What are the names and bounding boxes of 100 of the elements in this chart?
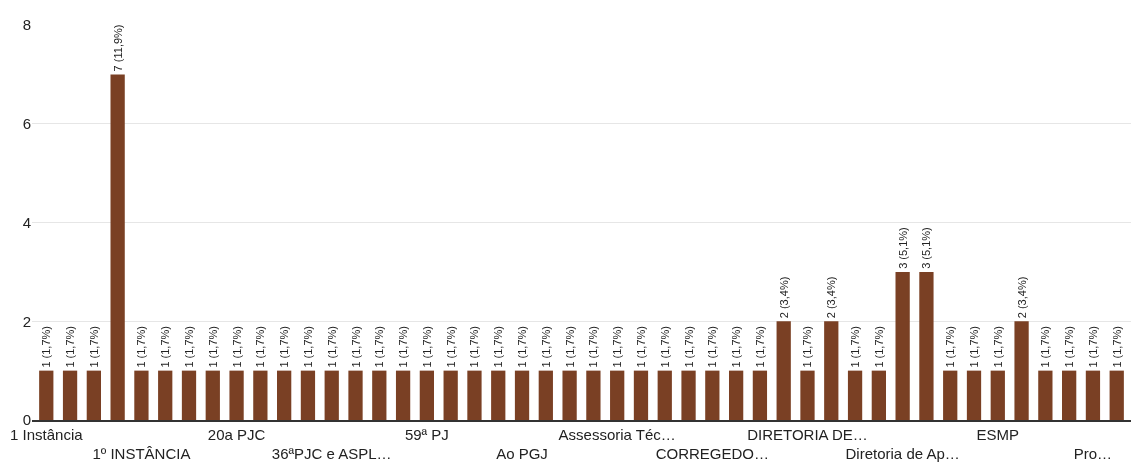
data-label: 1 (1,7%) xyxy=(968,326,980,368)
x-tick-label: Pro… xyxy=(1073,445,1113,463)
bar xyxy=(277,370,292,420)
bar xyxy=(1085,370,1101,420)
bar xyxy=(205,370,220,420)
data-label: 1 (1,7%) xyxy=(539,326,552,368)
data-label: 1 (1,7%) xyxy=(682,326,695,368)
data-label: 1 (1,7%) xyxy=(658,326,671,368)
data-label: 1 (1,7%) xyxy=(1110,326,1123,368)
bar xyxy=(919,271,934,420)
data-label: 1 (1,7%) xyxy=(254,326,267,368)
data-label: 1 (1,7%) xyxy=(230,326,243,368)
bar xyxy=(134,370,149,420)
y-tick-label: 4 xyxy=(22,213,31,231)
bar xyxy=(657,370,672,420)
data-label: 1 (1,7%) xyxy=(159,326,172,368)
data-label: 1 (1,7%) xyxy=(991,326,1004,368)
bar xyxy=(895,271,910,420)
data-label: 2 (3,4%) xyxy=(777,276,790,319)
bar xyxy=(300,370,316,420)
data-label: 1 (1,7%) xyxy=(444,326,457,368)
bar xyxy=(181,370,197,420)
data-label: 3 (5,1%) xyxy=(920,227,933,269)
bar xyxy=(372,370,387,420)
data-label: 3 (5,1%) xyxy=(896,227,909,269)
x-tick-label: DIRETORIA DE… xyxy=(747,425,868,443)
bar xyxy=(705,370,720,420)
data-label: 1 (1,7%) xyxy=(1039,326,1052,368)
x-tick-label: 20a PJC xyxy=(207,425,266,443)
data-label: 1 (1,7%) xyxy=(634,326,647,368)
data-label: 1 (1,7%) xyxy=(206,326,219,368)
data-label: 2 (3,4%) xyxy=(1015,276,1028,319)
data-label: 1 (1,7%) xyxy=(135,326,148,368)
data-label: 1 (1,7%) xyxy=(87,326,100,368)
bar xyxy=(419,370,435,420)
bar xyxy=(966,370,982,420)
bar xyxy=(62,370,78,420)
bar xyxy=(158,370,173,420)
data-label: 1 (1,7%) xyxy=(183,326,195,368)
data-label: 1 (1,7%) xyxy=(753,326,766,368)
bar xyxy=(395,370,411,420)
bar xyxy=(586,370,601,420)
data-label: 1 (1,7%) xyxy=(468,326,481,368)
data-label: 1 (1,7%) xyxy=(849,326,862,368)
data-label: 1 (1,7%) xyxy=(397,326,410,368)
bar xyxy=(443,370,458,420)
data-label: 1 (1,7%) xyxy=(563,326,576,368)
data-label: 1 (1,7%) xyxy=(801,326,814,368)
x-tick-label: ESMP xyxy=(976,425,1020,443)
bar xyxy=(39,370,54,420)
bar xyxy=(324,370,339,420)
data-label: 1 (1,7%) xyxy=(872,326,885,368)
x-tick-label: 1º INSTÂNCIA xyxy=(92,445,191,463)
data-label: 1 (1,7%) xyxy=(64,326,77,368)
data-label: 1 (1,7%) xyxy=(516,326,529,368)
data-label: 2 (3,4%) xyxy=(825,276,838,319)
data-label: 1 (1,7%) xyxy=(278,326,291,368)
y-tick-label: 6 xyxy=(22,115,31,132)
bar xyxy=(871,370,886,420)
bar xyxy=(990,370,1005,420)
data-label: 1 (1,7%) xyxy=(40,326,53,368)
bar xyxy=(728,370,744,420)
bar xyxy=(514,370,530,420)
bar xyxy=(633,370,649,420)
data-label: 1 (1,7%) xyxy=(373,326,386,368)
bar xyxy=(776,321,791,420)
bar xyxy=(1062,370,1077,420)
bar xyxy=(610,370,625,420)
bar xyxy=(110,74,125,420)
y-tick-label: 8 xyxy=(22,16,31,34)
x-tick-label: 59ª PJ xyxy=(404,425,449,443)
data-label: 1 (1,7%) xyxy=(420,326,433,368)
y-tick-label: 2 xyxy=(22,312,31,330)
bar xyxy=(800,370,815,420)
bar xyxy=(1109,370,1124,420)
bar xyxy=(824,321,839,420)
bar xyxy=(943,370,958,420)
x-tick-label: Assessoria Téc… xyxy=(558,425,676,443)
bar xyxy=(491,370,506,420)
bar xyxy=(1038,370,1053,420)
x-tick-label: CORREGEDO… xyxy=(655,445,769,463)
bar xyxy=(681,370,696,420)
data-label: 1 (1,7%) xyxy=(944,326,957,368)
data-label: 1 (1,7%) xyxy=(1063,326,1076,368)
x-tick-label: Diretoria de Ap… xyxy=(845,445,960,463)
data-label: 1 (1,7%) xyxy=(349,326,362,368)
bar xyxy=(562,370,577,420)
bar xyxy=(847,370,863,420)
bar xyxy=(1014,321,1029,420)
bar xyxy=(752,370,768,420)
data-label: 1 (1,7%) xyxy=(706,326,719,368)
data-label: 1 (1,7%) xyxy=(301,326,314,368)
data-label: 1 (1,7%) xyxy=(325,326,338,368)
data-label: 1 (1,7%) xyxy=(730,326,743,368)
bar xyxy=(538,370,553,420)
x-tick-label: 36ªPJC e ASPL… xyxy=(271,445,392,463)
data-label: 1 (1,7%) xyxy=(1086,326,1099,368)
bar xyxy=(86,370,101,420)
bar xyxy=(467,370,482,420)
data-label: 1 (1,7%) xyxy=(587,326,600,368)
